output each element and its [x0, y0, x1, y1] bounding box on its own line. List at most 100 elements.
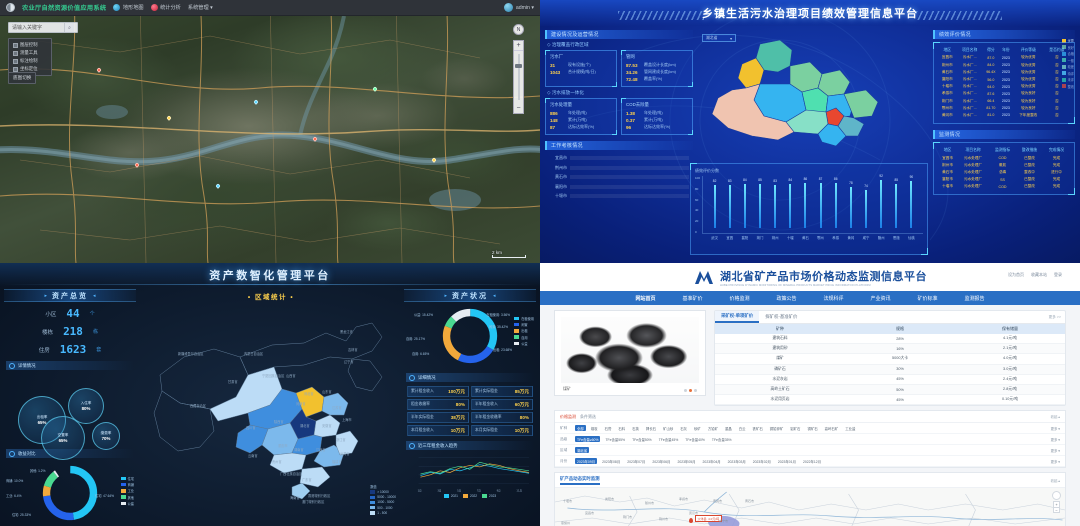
map-pin[interactable]: [312, 135, 319, 142]
table-row[interactable]: 水泥用页岩 45% 0.10元/吨: [715, 394, 1065, 406]
filter-chip[interactable]: 2023年07月: [627, 459, 646, 464]
table-row[interactable]: 十堰市 污水处理厂 COD 已整改 完成: [938, 183, 1070, 190]
table-row[interactable]: 建筑石料 28% 4.1元/吨: [715, 334, 1065, 345]
zoom-in-button[interactable]: +: [1055, 502, 1058, 508]
map-controls[interactable]: + −: [1052, 491, 1061, 514]
map-pin[interactable]: [166, 114, 173, 121]
user-menu[interactable]: admin ▾: [503, 3, 534, 12]
compass-icon[interactable]: N: [513, 24, 524, 35]
table-row[interactable]: 荆州市 污水厂... 84.0 2023 较为优秀 否: [938, 62, 1070, 69]
filter-chip-active[interactable]: 2023年09月: [575, 458, 598, 465]
search-icon[interactable]: ⌕: [64, 23, 74, 32]
filter-chip[interactable]: 白云: [738, 426, 746, 431]
nav-item-4[interactable]: 法规科评: [823, 295, 844, 302]
filter-chip[interactable]: 钾长石: [645, 426, 657, 431]
filter-more-button[interactable]: 更多 ▾: [1050, 459, 1060, 464]
filter-chip[interactable]: 2022年12月: [802, 459, 822, 464]
table-row[interactable]: 建筑用砂 16% 2.1元/吨: [715, 343, 1065, 355]
filter-chip[interactable]: TFe含量55%: [605, 437, 626, 442]
filter-collapse-button[interactable]: 收起 ▴: [1050, 415, 1060, 420]
table-row[interactable]: 黄冈市 污水厂... 81.0 2023 下年度整改 否: [938, 112, 1070, 119]
filter-chip-active[interactable]: TFe含量≥60%: [575, 436, 601, 443]
filter-chip[interactable]: 重晶: [724, 426, 732, 431]
map-pin[interactable]: [371, 85, 378, 92]
province-select[interactable]: 湖北省 ▾: [702, 34, 736, 42]
map-pin[interactable]: [215, 183, 221, 189]
filter-chip[interactable]: 石料: [618, 426, 626, 431]
filter-chip[interactable]: 铁矿石: [752, 426, 763, 431]
carousel-dots[interactable]: [684, 389, 697, 392]
bubble-vacancy[interactable]: 空置率 65%: [41, 416, 85, 460]
search-input[interactable]: 请输入关键字 ⌕: [8, 22, 78, 33]
zoom-control[interactable]: + −: [513, 40, 524, 114]
filter-chip[interactable]: TFe含量45%: [658, 437, 679, 442]
coal-image-card[interactable]: 煤矿: [554, 310, 706, 396]
table-row[interactable]: 鄂州市 污水厂... 81.70 2023 较为良好 否: [938, 105, 1070, 112]
filter-chip[interactable]: 工业盐: [845, 426, 856, 431]
filter-chip[interactable]: TFe含量50%: [632, 437, 652, 442]
tab-exploration-right[interactable]: 探矿权-基准矿价: [765, 314, 798, 319]
table-row[interactable]: 荆门市 污水厂... 66.4 2023 较为良好 否: [938, 98, 1070, 105]
filter-chip[interactable]: TFe含量35%: [711, 437, 732, 442]
filter-chip[interactable]: 2023年05月: [677, 459, 696, 464]
link-bookmark[interactable]: 收藏本站: [1031, 272, 1047, 277]
monitoring-map[interactable]: 沙洋县: 4.0元/吨 + − 十堰市 襄阳市 随州市 孝感市 黄冈市 荆门市 宜昌市荆…: [555, 488, 1065, 526]
table-row[interactable]: 荆州市 污水处理厂 氨氮 已整改 完成: [938, 162, 1070, 169]
nav-item-system-management[interactable]: 系统管理 ▾: [188, 4, 213, 11]
map-pin-icon[interactable]: [689, 518, 693, 524]
nav-item-0[interactable]: 网站首页: [635, 295, 656, 302]
filter-chip[interactable]: 石膏: [604, 426, 612, 431]
carousel-dot[interactable]: [684, 389, 687, 392]
nav-item-2[interactable]: 价格监测: [729, 295, 750, 302]
filter-chip[interactable]: 铝矿石: [790, 426, 801, 431]
filter-chip[interactable]: 方铅矿: [707, 426, 718, 431]
nav-item-3[interactable]: 政策公告: [776, 295, 797, 302]
filter-chip[interactable]: 2023年02月: [752, 459, 771, 464]
tool-annotate[interactable]: 标注绘制: [11, 57, 49, 65]
link-login[interactable]: 登录: [1054, 272, 1062, 277]
nav-item-1[interactable]: 基准矿价: [682, 295, 703, 302]
zoom-slider[interactable]: [515, 54, 522, 100]
carousel-dot-active[interactable]: [689, 389, 692, 392]
table-row[interactable]: 宜昌市 污水厂... 87.0 2023 较为优秀 否: [938, 54, 1070, 61]
table-row[interactable]: 宜昌市 污水处理厂 COD 已整改 完成: [938, 154, 1070, 161]
brand[interactable]: 湖北省矿产品市场价格动态监测信息平台 HUBEI PROVINCE DYNAMI…: [693, 268, 927, 287]
carousel-dot[interactable]: [694, 389, 697, 392]
filter-chip[interactable]: 矿山砂: [663, 426, 674, 431]
map-pin[interactable]: [252, 99, 259, 105]
filter-more-button[interactable]: 更多 ▾: [1050, 426, 1060, 431]
nav-item-statistics[interactable]: 统计分析: [150, 4, 181, 11]
filter-chip-active[interactable]: 湖北省: [575, 447, 590, 454]
table-row[interactable]: 孝感市 污水厂... 87.6 2023 较为良好 否: [938, 90, 1070, 97]
table-row[interactable]: 襄阳市 污水厂... 56.0 2023 较为优秀 否: [938, 76, 1070, 83]
filter-chip[interactable]: 铜矿石: [807, 426, 818, 431]
tab-mining-right[interactable]: 采矿权-单项矿价: [715, 311, 760, 323]
filter-chip[interactable]: 石灰: [680, 426, 688, 431]
filter-chip[interactable]: 2023年06月: [652, 459, 671, 464]
tool-measure[interactable]: 测量工具: [11, 49, 49, 57]
filter-chip[interactable]: 2023年03月: [727, 459, 746, 464]
zoom-in-button[interactable]: +: [514, 41, 523, 51]
tool-coordinate[interactable]: 坐标定位: [11, 65, 49, 73]
filter-chip[interactable]: 高岭石矿: [824, 426, 839, 431]
nav-item-7[interactable]: 监测报告: [964, 295, 985, 302]
filter-chip[interactable]: 砂矿: [694, 426, 701, 431]
zoom-slider-thumb[interactable]: [515, 64, 522, 68]
bubble-payment[interactable]: 缴费率 70%: [92, 422, 120, 450]
tool-layer-control[interactable]: 图层控制: [11, 41, 49, 49]
link-set-homepage[interactable]: 设为首页: [1008, 272, 1024, 277]
table-row[interactable]: 磷矿石 30% 3.0元/吨: [715, 364, 1065, 375]
table-row[interactable]: 煤矿 5000大卡 4.0元/吨: [715, 353, 1065, 365]
map-pin[interactable]: [96, 67, 103, 74]
nav-item-5[interactable]: 产业资讯: [870, 295, 891, 302]
filter-chip[interactable]: 石英: [632, 426, 639, 431]
filter-chip[interactable]: 铜铅锌矿: [769, 426, 784, 431]
filter-chip[interactable]: 煤炭: [590, 426, 598, 431]
filter-chip[interactable]: TFe含量40%: [685, 437, 705, 442]
zoom-out-button[interactable]: −: [516, 104, 521, 112]
zoom-controls[interactable]: + −: [1053, 501, 1060, 514]
nav-item-6[interactable]: 矿价标准: [917, 295, 938, 302]
filter-chip[interactable]: 2023年01月: [777, 459, 796, 464]
table-row[interactable]: 黄石市 污水处理厂 总磷 整改中 进行中: [938, 169, 1070, 176]
